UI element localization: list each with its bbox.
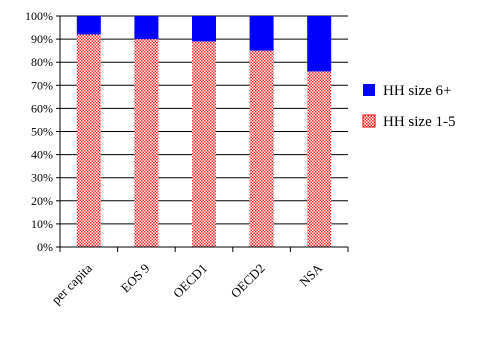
x-category-label: EOS 9 [118, 261, 153, 296]
x-category-label: per capita [48, 260, 95, 307]
y-axis-tick-labels: 0% 10% 20% 30% 40% 50% 60% 70% 80% 90% 100% [25, 9, 53, 254]
y-tick-label: 50% [31, 125, 53, 139]
y-tick-label: 20% [31, 194, 53, 208]
y-tick-label: 80% [31, 55, 53, 69]
y-tick-label: 100% [25, 9, 53, 23]
y-tick-label: 90% [31, 32, 53, 46]
y-tick-label: 10% [31, 217, 53, 231]
bar-hh-size-6plus [76, 16, 101, 35]
axes [56, 15, 349, 252]
legend-label: HH size 1-5 [383, 114, 455, 130]
legend-swatch-hh-size-6plus [363, 84, 375, 96]
legend: HH size 6+ HH size 1-5 [362, 83, 455, 130]
x-axis-category-labels: per capita EOS 9 OECD1 OECD2 NSA [48, 260, 325, 307]
y-tick-label: 60% [31, 101, 53, 115]
bar-hh-size-1-5 [307, 71, 332, 247]
bar-hh-size-6plus [192, 16, 216, 42]
bars [76, 16, 332, 248]
x-category-label: OECD2 [227, 261, 267, 301]
y-tick-label: 0% [37, 240, 53, 254]
bar-hh-size-1-5 [76, 34, 101, 248]
legend-label: HH size 6+ [383, 83, 451, 99]
x-category-label: NSA [296, 260, 325, 289]
y-tick-label: 30% [31, 171, 53, 185]
bar-hh-size-6plus [307, 16, 332, 72]
x-category-label: OECD1 [170, 261, 210, 301]
bar-hh-size-1-5 [134, 39, 159, 247]
bar-hh-size-1-5 [192, 41, 216, 247]
bar-hh-size-6plus [249, 16, 274, 51]
y-tick-label: 40% [31, 148, 53, 162]
bar-hh-size-1-5 [249, 50, 274, 248]
y-tick-label: 70% [31, 78, 53, 92]
bar-hh-size-6plus [134, 16, 159, 40]
legend-swatch-hh-size-1-5 [362, 114, 376, 128]
